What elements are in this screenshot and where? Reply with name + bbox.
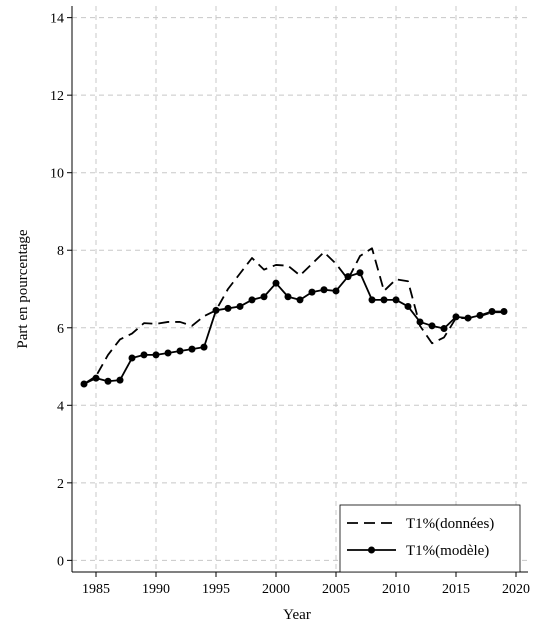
series-1-point-1994	[200, 343, 208, 351]
series-layer	[80, 247, 508, 388]
series-1-point-2010	[392, 296, 400, 304]
legend-label-donnees: T1%(données)	[406, 516, 494, 532]
series-1-point-2016	[464, 314, 472, 322]
series-1-point-2008	[368, 296, 376, 304]
series-1-point-1998	[248, 296, 256, 304]
series-1-point-2004	[320, 286, 328, 294]
series-1-point-1989	[140, 351, 148, 359]
y-tick-label-4: 4	[57, 399, 64, 414]
series-1-point-2015	[452, 313, 460, 321]
y-axis-label: Part en pourcentage	[15, 229, 31, 348]
x-axis-label: Year	[283, 607, 311, 623]
series-1-point-2003	[308, 288, 316, 296]
x-tick-label-2015: 2015	[442, 582, 470, 597]
series-1-point-1992	[176, 347, 184, 355]
series-1-point-2006	[344, 273, 352, 281]
series-1-point-1986	[104, 377, 112, 385]
series-1-point-2012	[416, 318, 424, 326]
axes: 0 2 4 6 8 10 12 14 1985 1990 1995 2000 2005 2010 2015 2…	[50, 6, 530, 597]
legend-box	[339, 504, 521, 573]
series-1-point-1996	[224, 304, 232, 312]
series-1-point-1995	[212, 306, 220, 314]
series-1-point-1984	[80, 380, 88, 388]
x-tick-label-1985: 1985	[82, 582, 110, 597]
legend: T1%(données) T1%(modèle)	[339, 504, 521, 573]
y-tick-label-6: 6	[57, 322, 64, 337]
series-1-point-1985	[92, 374, 100, 382]
grid-lines	[72, 6, 528, 572]
series-1-point-1987	[116, 376, 124, 384]
y-tick-label-14: 14	[50, 12, 64, 27]
series-1-point-2009	[380, 296, 388, 304]
series-1-point-2011	[404, 302, 412, 310]
y-tick-label-8: 8	[57, 244, 64, 259]
series-1-point-1990	[152, 351, 160, 359]
series-1-point-2018	[488, 307, 496, 315]
x-tick-label-1995: 1995	[202, 582, 230, 597]
series-1-point-1993	[188, 345, 196, 353]
series-1-point-2005	[332, 287, 340, 295]
series-1-point-1991	[164, 349, 172, 357]
y-tick-label-10: 10	[50, 167, 64, 182]
series-1-point-2001	[284, 293, 292, 301]
x-tick-label-2000: 2000	[262, 582, 290, 597]
series-1-point-1988	[128, 354, 136, 362]
y-tick-label-2: 2	[57, 477, 64, 492]
series-1-point-2007	[356, 269, 364, 277]
series-line-0	[83, 247, 504, 385]
series-1-point-2019	[500, 307, 508, 315]
x-tick-label-2010: 2010	[382, 582, 410, 597]
series-1-point-2014	[440, 325, 448, 333]
legend-marker-modele	[368, 546, 375, 554]
x-tick-label-2005: 2005	[322, 582, 350, 597]
series-1-point-1997	[236, 302, 244, 310]
x-tick-label-2020: 2020	[502, 582, 530, 597]
series-1-point-2000	[272, 279, 280, 287]
series-1-point-2017	[476, 311, 484, 319]
series-1-point-2002	[296, 296, 304, 304]
x-tick-label-1990: 1990	[142, 582, 170, 597]
legend-label-modele: T1%(modèle)	[406, 543, 489, 559]
series-1-point-1999	[260, 293, 268, 301]
y-tick-label-12: 12	[50, 89, 64, 104]
y-tick-label-0: 0	[57, 554, 64, 569]
series-1-point-2013	[428, 322, 436, 330]
